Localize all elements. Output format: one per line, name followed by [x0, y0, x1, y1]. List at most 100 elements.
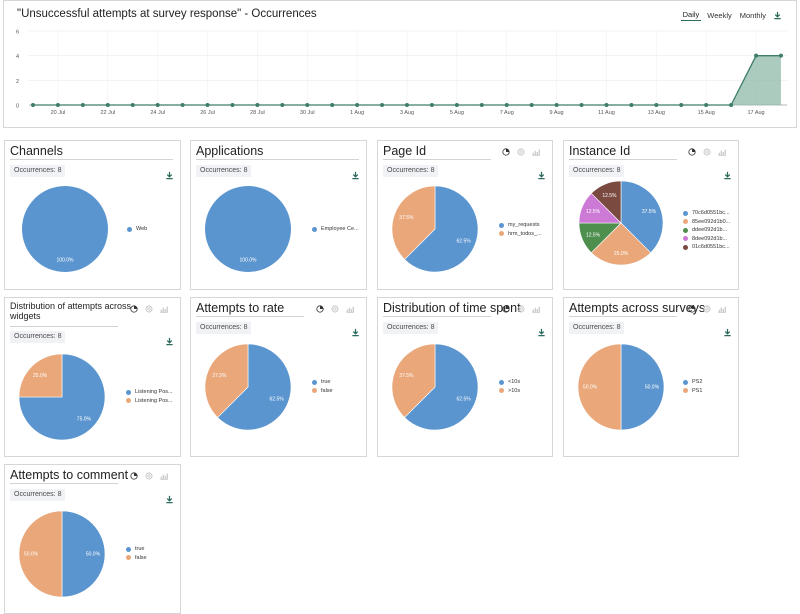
donut-chart-icon[interactable] [703, 148, 711, 156]
legend-item[interactable]: 01c6d0551bc... [683, 243, 730, 252]
data-point [429, 103, 434, 107]
legend-item[interactable]: PS1 [683, 387, 702, 396]
data-point [654, 103, 659, 107]
card-title: Instance Id [569, 144, 631, 158]
legend-item[interactable]: Listening Pos... [126, 388, 173, 397]
x-tick-label: 11 Aug [598, 110, 615, 116]
pie-slice[interactable] [620, 343, 665, 431]
bar-chart-icon[interactable] [160, 305, 168, 313]
tab-monthly[interactable]: Monthly [739, 10, 766, 20]
download-icon[interactable] [537, 167, 546, 180]
bar-chart-icon[interactable] [718, 148, 726, 156]
donut-chart-icon[interactable] [145, 305, 153, 313]
pie-slice[interactable] [18, 353, 106, 441]
legend-item[interactable]: true [312, 378, 333, 387]
pie-chart-icon[interactable] [688, 305, 696, 313]
legend-item[interactable]: >10s [499, 387, 520, 396]
pie-slice[interactable] [217, 343, 292, 431]
pie-chart-icon[interactable] [502, 305, 510, 313]
bar-chart-icon[interactable] [346, 305, 354, 313]
download-icon[interactable] [165, 333, 174, 346]
bar-chart-icon[interactable] [160, 472, 168, 480]
legend-item[interactable]: Listening Pos... [126, 397, 173, 406]
occurrences-badge: Occurrences: 8 [569, 165, 625, 177]
tab-daily[interactable]: Daily [680, 10, 702, 21]
pie-slice[interactable] [61, 510, 106, 598]
x-tick-label: 1 Aug [350, 110, 364, 116]
legend-swatch [499, 222, 504, 228]
legend-item[interactable]: 70c6d0551bc... [683, 209, 730, 218]
download-icon[interactable] [772, 10, 782, 20]
pie-slice[interactable] [404, 343, 479, 431]
download-icon[interactable] [165, 167, 174, 180]
pie-slice[interactable] [620, 180, 664, 254]
pie-slice[interactable] [404, 185, 479, 273]
bar-chart-icon[interactable] [718, 305, 726, 313]
pie-slice[interactable] [590, 180, 622, 224]
donut-chart-icon[interactable] [703, 305, 711, 313]
download-icon[interactable] [723, 324, 732, 337]
download-icon[interactable] [351, 167, 360, 180]
download-icon[interactable] [165, 491, 174, 504]
title-divider [569, 316, 677, 317]
legend-label: false [135, 554, 147, 561]
pie-chart: 50.0% 50.0% [18, 510, 106, 598]
legend-item[interactable]: Web [127, 225, 147, 234]
legend-item[interactable]: true [126, 545, 147, 554]
pie-chart-icon[interactable] [688, 148, 696, 156]
title-divider [383, 316, 491, 317]
donut-chart-icon[interactable] [331, 305, 339, 313]
slice-label: 100.0% [240, 258, 258, 264]
legend-item[interactable]: Employee Ce... [312, 225, 359, 234]
legend-item[interactable]: ddee092d1b... [683, 226, 730, 235]
pie-slice[interactable] [590, 222, 652, 266]
x-tick-label: 9 Aug [550, 110, 564, 116]
legend-swatch [499, 388, 504, 394]
pie-slice[interactable] [391, 343, 436, 418]
legend-item[interactable]: 85ee092d1b0... [683, 218, 730, 227]
data-point [80, 103, 85, 107]
y-tick-label: 6 [16, 30, 19, 36]
bar-chart-icon[interactable] [532, 305, 540, 313]
chart-type-toggles [688, 148, 726, 156]
card-page-id: Page Id Occurrences: 8 62.5% 37.5% my_reques… [377, 140, 553, 290]
pie-slice[interactable] [577, 343, 622, 431]
legend-swatch [312, 379, 317, 385]
donut-chart-icon[interactable] [517, 148, 525, 156]
download-icon[interactable] [351, 324, 360, 337]
pie-chart-icon[interactable] [502, 148, 510, 156]
bar-chart-icon[interactable] [532, 148, 540, 156]
legend-item[interactable]: <10s [499, 378, 520, 387]
pie-chart: 62.5% 37.5% [391, 185, 479, 273]
pie-chart: 62.5% 37.5% [204, 343, 292, 431]
pie-chart-icon[interactable] [130, 305, 138, 313]
tab-weekly[interactable]: Weekly [707, 10, 732, 20]
data-point [280, 103, 285, 107]
pie-chart-icon[interactable] [130, 472, 138, 480]
download-icon[interactable] [723, 167, 732, 180]
legend-label: 8dee092d1b... [692, 235, 728, 242]
donut-chart-icon[interactable] [517, 305, 525, 313]
legend-swatch [126, 389, 131, 395]
pie-chart-icon[interactable] [316, 305, 324, 313]
slice-label: 37.5% [642, 209, 657, 215]
pie-slice[interactable] [205, 186, 291, 272]
legend-item[interactable]: PS2 [683, 378, 702, 387]
pie-slice[interactable] [391, 185, 436, 260]
legend-item[interactable]: false [126, 554, 147, 563]
legend-item[interactable]: my_requests [499, 221, 542, 230]
legend-item[interactable]: hrm_todos_... [499, 230, 542, 239]
pie-chart: 100.0% [205, 186, 291, 272]
pie-slice[interactable] [204, 343, 249, 418]
donut-chart-icon[interactable] [145, 472, 153, 480]
legend-item[interactable]: 8dee092d1b... [683, 235, 730, 244]
occurrences-badge: Occurrences: 8 [10, 331, 66, 343]
download-icon[interactable] [537, 324, 546, 337]
pie-slice[interactable] [18, 353, 63, 398]
pie-slice[interactable] [18, 510, 63, 598]
legend-item[interactable]: false [312, 387, 333, 396]
data-point [155, 103, 160, 107]
card-distribution-time: Distribution of time spent Occurrences: 8… [377, 297, 553, 457]
occurrences-badge: Occurrences: 8 [569, 322, 625, 334]
pie-slice[interactable] [22, 186, 108, 272]
